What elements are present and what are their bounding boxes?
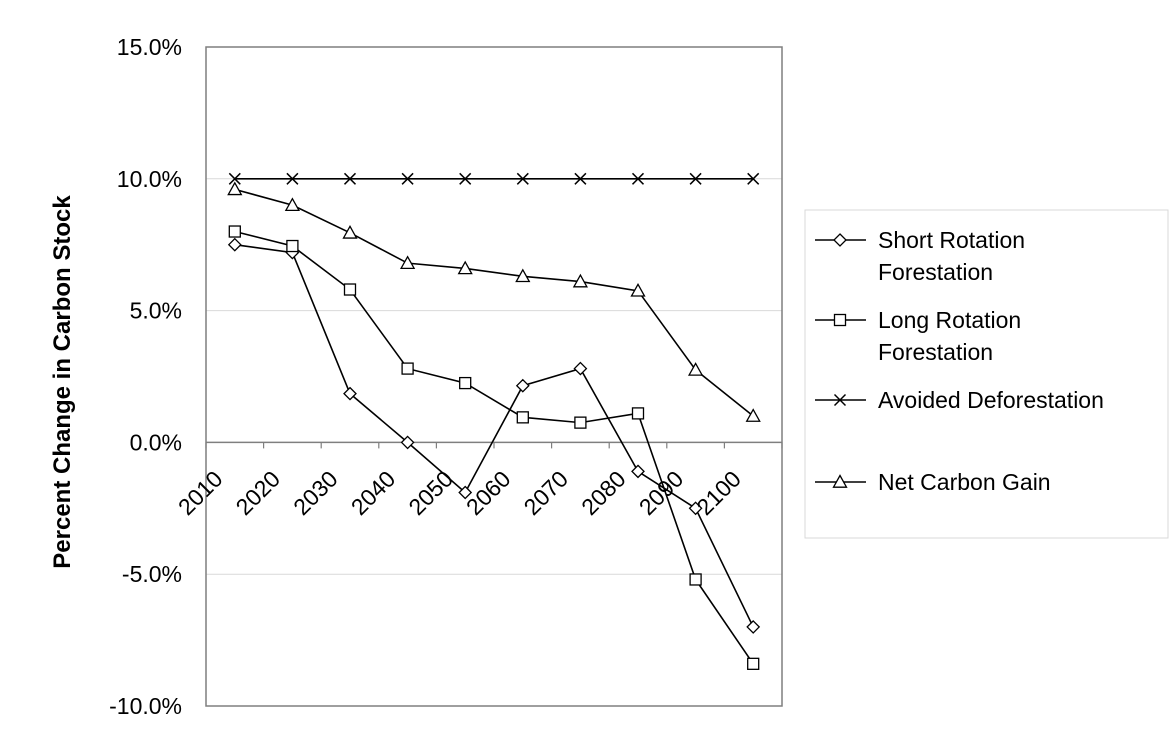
data-point	[745, 408, 761, 422]
data-point	[459, 172, 472, 185]
legend-box	[804, 209, 1169, 539]
x-tick-label: 2020	[231, 466, 286, 521]
legend-label: Short Rotation	[878, 227, 1025, 253]
data-point	[227, 181, 243, 196]
series-long-rotation-forestation	[228, 225, 760, 670]
data-point	[228, 225, 241, 238]
data-point	[399, 255, 416, 270]
data-point	[457, 260, 473, 275]
data-point	[400, 435, 415, 450]
y-axis-label: Percent Change in Carbon Stock	[49, 195, 76, 569]
data-point	[572, 273, 589, 288]
legend-entry: Short Rotation Forestation	[815, 227, 1025, 285]
data-point	[687, 362, 704, 376]
x-tick-label: 2050	[403, 466, 458, 521]
data-point	[573, 361, 588, 376]
x-tick-label: 2100	[691, 466, 746, 521]
x-tick-label: 2080	[576, 466, 631, 521]
y-tick-label: 15.0%	[117, 34, 182, 60]
legend-label: Forestation	[878, 259, 993, 285]
x-tick-label: 2010	[173, 466, 228, 521]
data-point	[689, 172, 702, 185]
data-point	[688, 501, 703, 516]
legend-label: Avoided Deforestation	[878, 387, 1104, 413]
y-tick-label: 5.0%	[130, 298, 182, 324]
series-line	[234, 243, 754, 628]
series-short-rotation-forestation	[227, 237, 761, 634]
legend-marker	[833, 313, 847, 327]
legend-marker	[833, 393, 847, 407]
data-point	[343, 386, 357, 401]
data-point	[286, 239, 299, 253]
series-lines	[227, 172, 761, 670]
x-tick-label: 2070	[519, 466, 574, 521]
legend: Short Rotation Forestation Long Rotation Fo…	[804, 209, 1169, 539]
legend-marker	[832, 474, 848, 488]
series-avoided-deforestation	[228, 172, 760, 185]
data-point	[516, 172, 529, 185]
series-line	[234, 230, 754, 665]
data-point	[574, 416, 587, 429]
data-point	[401, 362, 414, 375]
data-point	[401, 172, 414, 185]
data-point	[227, 237, 242, 252]
y-tick-label: 0.0%	[130, 429, 182, 455]
y-tick-label: 10.0%	[117, 166, 182, 192]
legend-entry: Avoided Deforestation	[815, 387, 1104, 413]
data-point	[515, 378, 530, 393]
data-point	[458, 485, 473, 500]
y-tick-label: -5.0%	[122, 561, 182, 587]
x-tick-label: 2060	[461, 466, 516, 521]
data-point	[574, 172, 587, 185]
data-point	[343, 283, 357, 296]
data-point	[630, 282, 646, 297]
x-tick-label: 2030	[288, 466, 343, 521]
data-point	[343, 172, 357, 185]
axes	[205, 46, 783, 707]
legend-entry: Long Rotation Forestation	[815, 307, 1021, 365]
series-net-carbon-gain	[227, 181, 761, 422]
legend-entry: Net Carbon Gain	[815, 469, 1051, 495]
data-point	[515, 268, 531, 283]
data-point	[689, 573, 702, 586]
legend-label: Long Rotation	[878, 307, 1021, 333]
data-point	[284, 197, 301, 212]
data-point	[747, 657, 760, 670]
data-point	[746, 620, 761, 634]
data-point	[228, 172, 241, 185]
data-point	[631, 407, 645, 420]
legend-label: Net Carbon Gain	[878, 469, 1051, 495]
data-point	[631, 172, 645, 185]
legend-marker	[833, 233, 847, 247]
legend-label: Forestation	[878, 339, 993, 365]
data-point	[516, 411, 529, 424]
series-line	[234, 188, 754, 417]
data-point	[747, 172, 760, 185]
tick-labels: 15.0% 10.0% 5.0% 0.0% -5.0% -10.0% 2010 2020 203…	[109, 34, 746, 719]
y-tick-label: -10.0%	[109, 693, 182, 719]
data-point	[286, 172, 299, 185]
data-point	[342, 224, 358, 239]
plot-frame	[205, 46, 783, 707]
data-point	[459, 376, 472, 390]
data-point	[631, 464, 645, 479]
x-tick-label: 2040	[346, 466, 401, 521]
